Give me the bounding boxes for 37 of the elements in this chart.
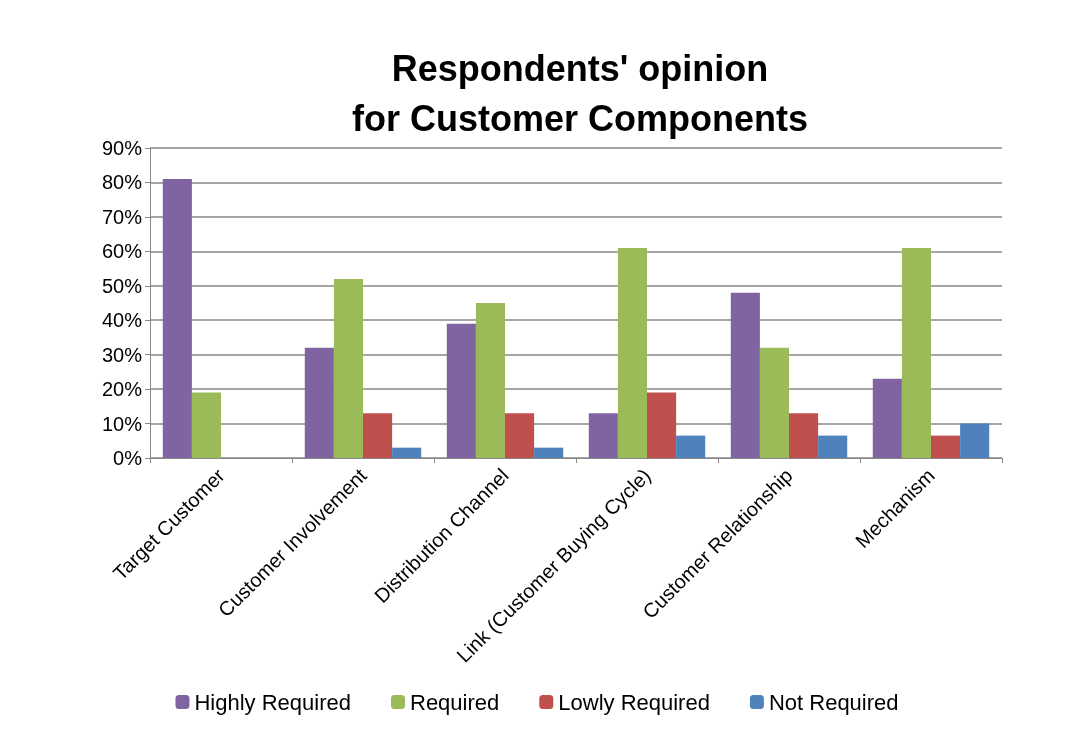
y-tick-label: 30% [101, 343, 143, 366]
chart-title: Respondents' opinion for Customer Components [351, 47, 809, 139]
bar [789, 413, 819, 458]
y-tick-label: 20% [101, 378, 143, 401]
y-tick-label: 70% [101, 205, 143, 228]
bar [534, 447, 564, 458]
bar [162, 179, 192, 458]
y-tick-label: 50% [101, 274, 143, 297]
bar [676, 435, 706, 458]
bar [617, 247, 647, 458]
y-tick-label: 10% [101, 412, 143, 435]
y-tick-label: 90% [101, 137, 143, 159]
bar [818, 435, 848, 458]
bar [901, 247, 931, 458]
bar [759, 347, 789, 458]
legend-label: Not Required [768, 689, 899, 715]
bar [872, 378, 902, 458]
y-tick-label: 40% [101, 309, 143, 332]
legend-label: Required [409, 689, 500, 715]
bar [392, 447, 422, 458]
bar [931, 435, 961, 458]
bar [304, 347, 334, 458]
bar [960, 423, 990, 458]
legend-label: Highly Required [194, 689, 351, 715]
bar [505, 413, 535, 458]
bar [363, 413, 393, 458]
y-tick-label: 0% [113, 447, 143, 469]
bar [191, 392, 221, 458]
bar [647, 392, 677, 458]
y-tick-label: 80% [101, 171, 143, 194]
legend-label: Lowly Required [558, 689, 710, 715]
bar [475, 303, 505, 458]
bar [588, 413, 618, 458]
y-tick-label: 60% [101, 240, 143, 263]
bar [333, 278, 363, 458]
bar [446, 323, 476, 458]
bar [730, 292, 760, 458]
